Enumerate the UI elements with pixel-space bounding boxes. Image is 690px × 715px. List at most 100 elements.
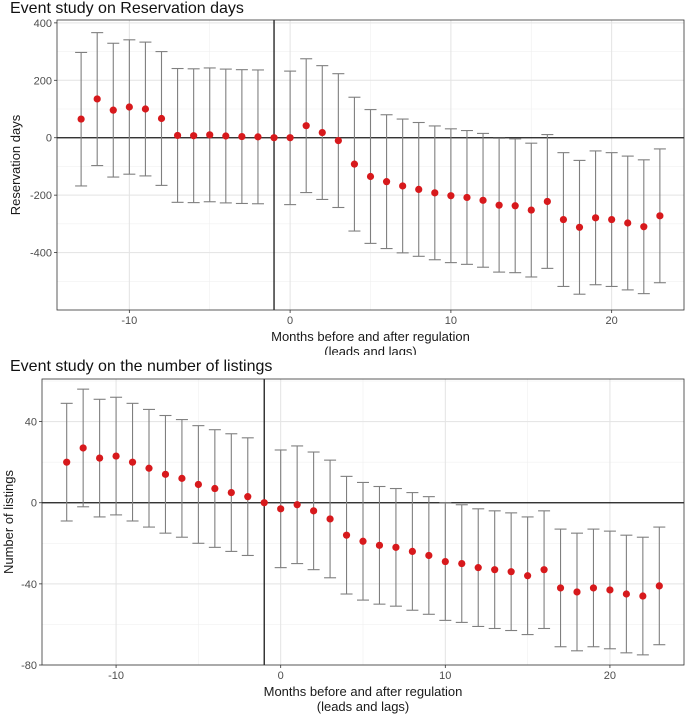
point-estimate xyxy=(656,212,664,220)
point-estimate xyxy=(639,592,647,600)
y-tick-label: -400 xyxy=(30,248,52,260)
point-estimates xyxy=(77,95,664,231)
point-estimate xyxy=(575,223,584,231)
x-tick-label: -10 xyxy=(121,315,137,327)
point-estimate xyxy=(161,470,170,478)
point-estimate xyxy=(415,185,423,194)
x-tick-label: 10 xyxy=(445,315,457,327)
point-estimate xyxy=(458,559,466,568)
point-estimate xyxy=(238,132,246,141)
reservation-days-chart: Event study on Reservation days -10 0 10 20… xyxy=(0,0,690,355)
x-tick-label: 10 xyxy=(439,670,451,682)
point-estimate xyxy=(350,160,359,168)
y-tick-label: 0 xyxy=(46,133,52,145)
x-axis-title: Months before and after regulation xyxy=(264,684,463,699)
point-estimate xyxy=(227,488,235,497)
point-estimate xyxy=(366,172,375,181)
point-estimate xyxy=(270,134,278,142)
y-tick-label: 400 xyxy=(34,18,52,30)
point-estimate xyxy=(194,480,202,489)
point-estimate xyxy=(326,515,334,523)
point-estimate xyxy=(342,531,351,539)
point-estimate xyxy=(157,114,166,123)
point-estimate xyxy=(96,454,104,462)
point-estimate xyxy=(293,501,301,509)
point-estimate xyxy=(145,464,153,472)
point-estimate xyxy=(624,219,632,227)
x-tick-label: 20 xyxy=(606,315,618,327)
plot-border xyxy=(56,19,685,311)
point-estimate xyxy=(543,197,551,206)
x-tick-label: -10 xyxy=(108,670,124,682)
reservation-days-plot: -10 0 10 20 -400 -200 0 200 400 Months before and… xyxy=(8,18,685,355)
y-tick-label: 0 xyxy=(31,498,37,510)
point-estimate xyxy=(441,557,449,566)
y-axis: -400 -200 0 200 400 xyxy=(30,18,57,260)
point-estimate xyxy=(608,215,616,224)
point-estimate xyxy=(260,499,268,507)
point-estimate xyxy=(254,133,262,141)
point-estimate xyxy=(408,547,416,556)
point-estimate xyxy=(606,586,614,594)
point-estimate xyxy=(540,566,548,574)
point-estimate xyxy=(128,458,137,466)
point-estimate xyxy=(277,505,285,513)
x-axis: -10 0 10 20 xyxy=(121,310,618,327)
x-axis: -10 0 10 20 xyxy=(108,665,616,682)
point-estimate xyxy=(93,95,101,103)
point-estimate xyxy=(447,192,455,200)
point-estimate xyxy=(655,582,663,590)
x-axis-title: (leads and lags) xyxy=(324,344,417,355)
point-estimate xyxy=(190,132,198,140)
point-estimate xyxy=(141,105,150,113)
y-tick-label: 200 xyxy=(34,75,52,87)
point-estimate xyxy=(125,103,133,111)
point-estimate xyxy=(399,182,407,190)
point-estimate xyxy=(589,584,598,592)
point-estimate xyxy=(511,202,519,210)
point-estimate xyxy=(640,223,648,231)
point-estimate xyxy=(79,444,87,452)
chart-title: Event study on Reservation days xyxy=(10,0,244,17)
y-tick-label: -200 xyxy=(30,190,52,202)
point-estimate xyxy=(495,201,503,209)
point-estimate xyxy=(431,189,439,197)
point-estimate xyxy=(63,458,71,466)
y-tick-label: 40 xyxy=(25,417,37,429)
point-estimate xyxy=(591,214,600,222)
point-estimate xyxy=(491,566,499,574)
point-estimate xyxy=(222,132,230,140)
point-estimate xyxy=(425,551,433,560)
point-estimate xyxy=(573,588,581,596)
point-estimate xyxy=(211,484,219,493)
point-estimate xyxy=(178,474,186,482)
x-tick-label: 0 xyxy=(278,670,284,682)
point-estimate xyxy=(463,193,471,202)
point-estimate xyxy=(559,215,568,224)
point-estimate xyxy=(524,572,532,580)
point-estimates xyxy=(63,444,663,600)
point-estimate xyxy=(392,543,400,551)
point-estimate xyxy=(474,564,482,572)
point-estimate xyxy=(334,136,342,145)
point-estimate xyxy=(310,507,318,515)
y-axis: -80 -40 0 40 xyxy=(21,417,42,672)
point-estimate xyxy=(527,206,535,214)
point-estimate xyxy=(112,452,120,460)
point-estimate xyxy=(286,134,294,142)
x-axis-title: (leads and lags) xyxy=(317,699,410,714)
point-estimate xyxy=(556,584,565,592)
listings-plot: -10 0 10 20 -80 -40 0 40 Months before and after… xyxy=(1,378,685,714)
point-estimate xyxy=(206,131,214,139)
y-axis-title: Reservation days xyxy=(8,114,23,215)
y-tick-label: -80 xyxy=(21,660,37,672)
point-estimate xyxy=(318,128,326,137)
point-estimate xyxy=(173,131,182,140)
point-estimate xyxy=(359,537,367,545)
point-estimate xyxy=(109,106,117,114)
point-estimate xyxy=(507,568,515,576)
point-estimate xyxy=(244,493,252,501)
x-tick-label: 20 xyxy=(604,670,616,682)
listings-chart: Event study on the number of listings -1… xyxy=(0,358,690,715)
y-tick-label: -40 xyxy=(21,579,37,591)
